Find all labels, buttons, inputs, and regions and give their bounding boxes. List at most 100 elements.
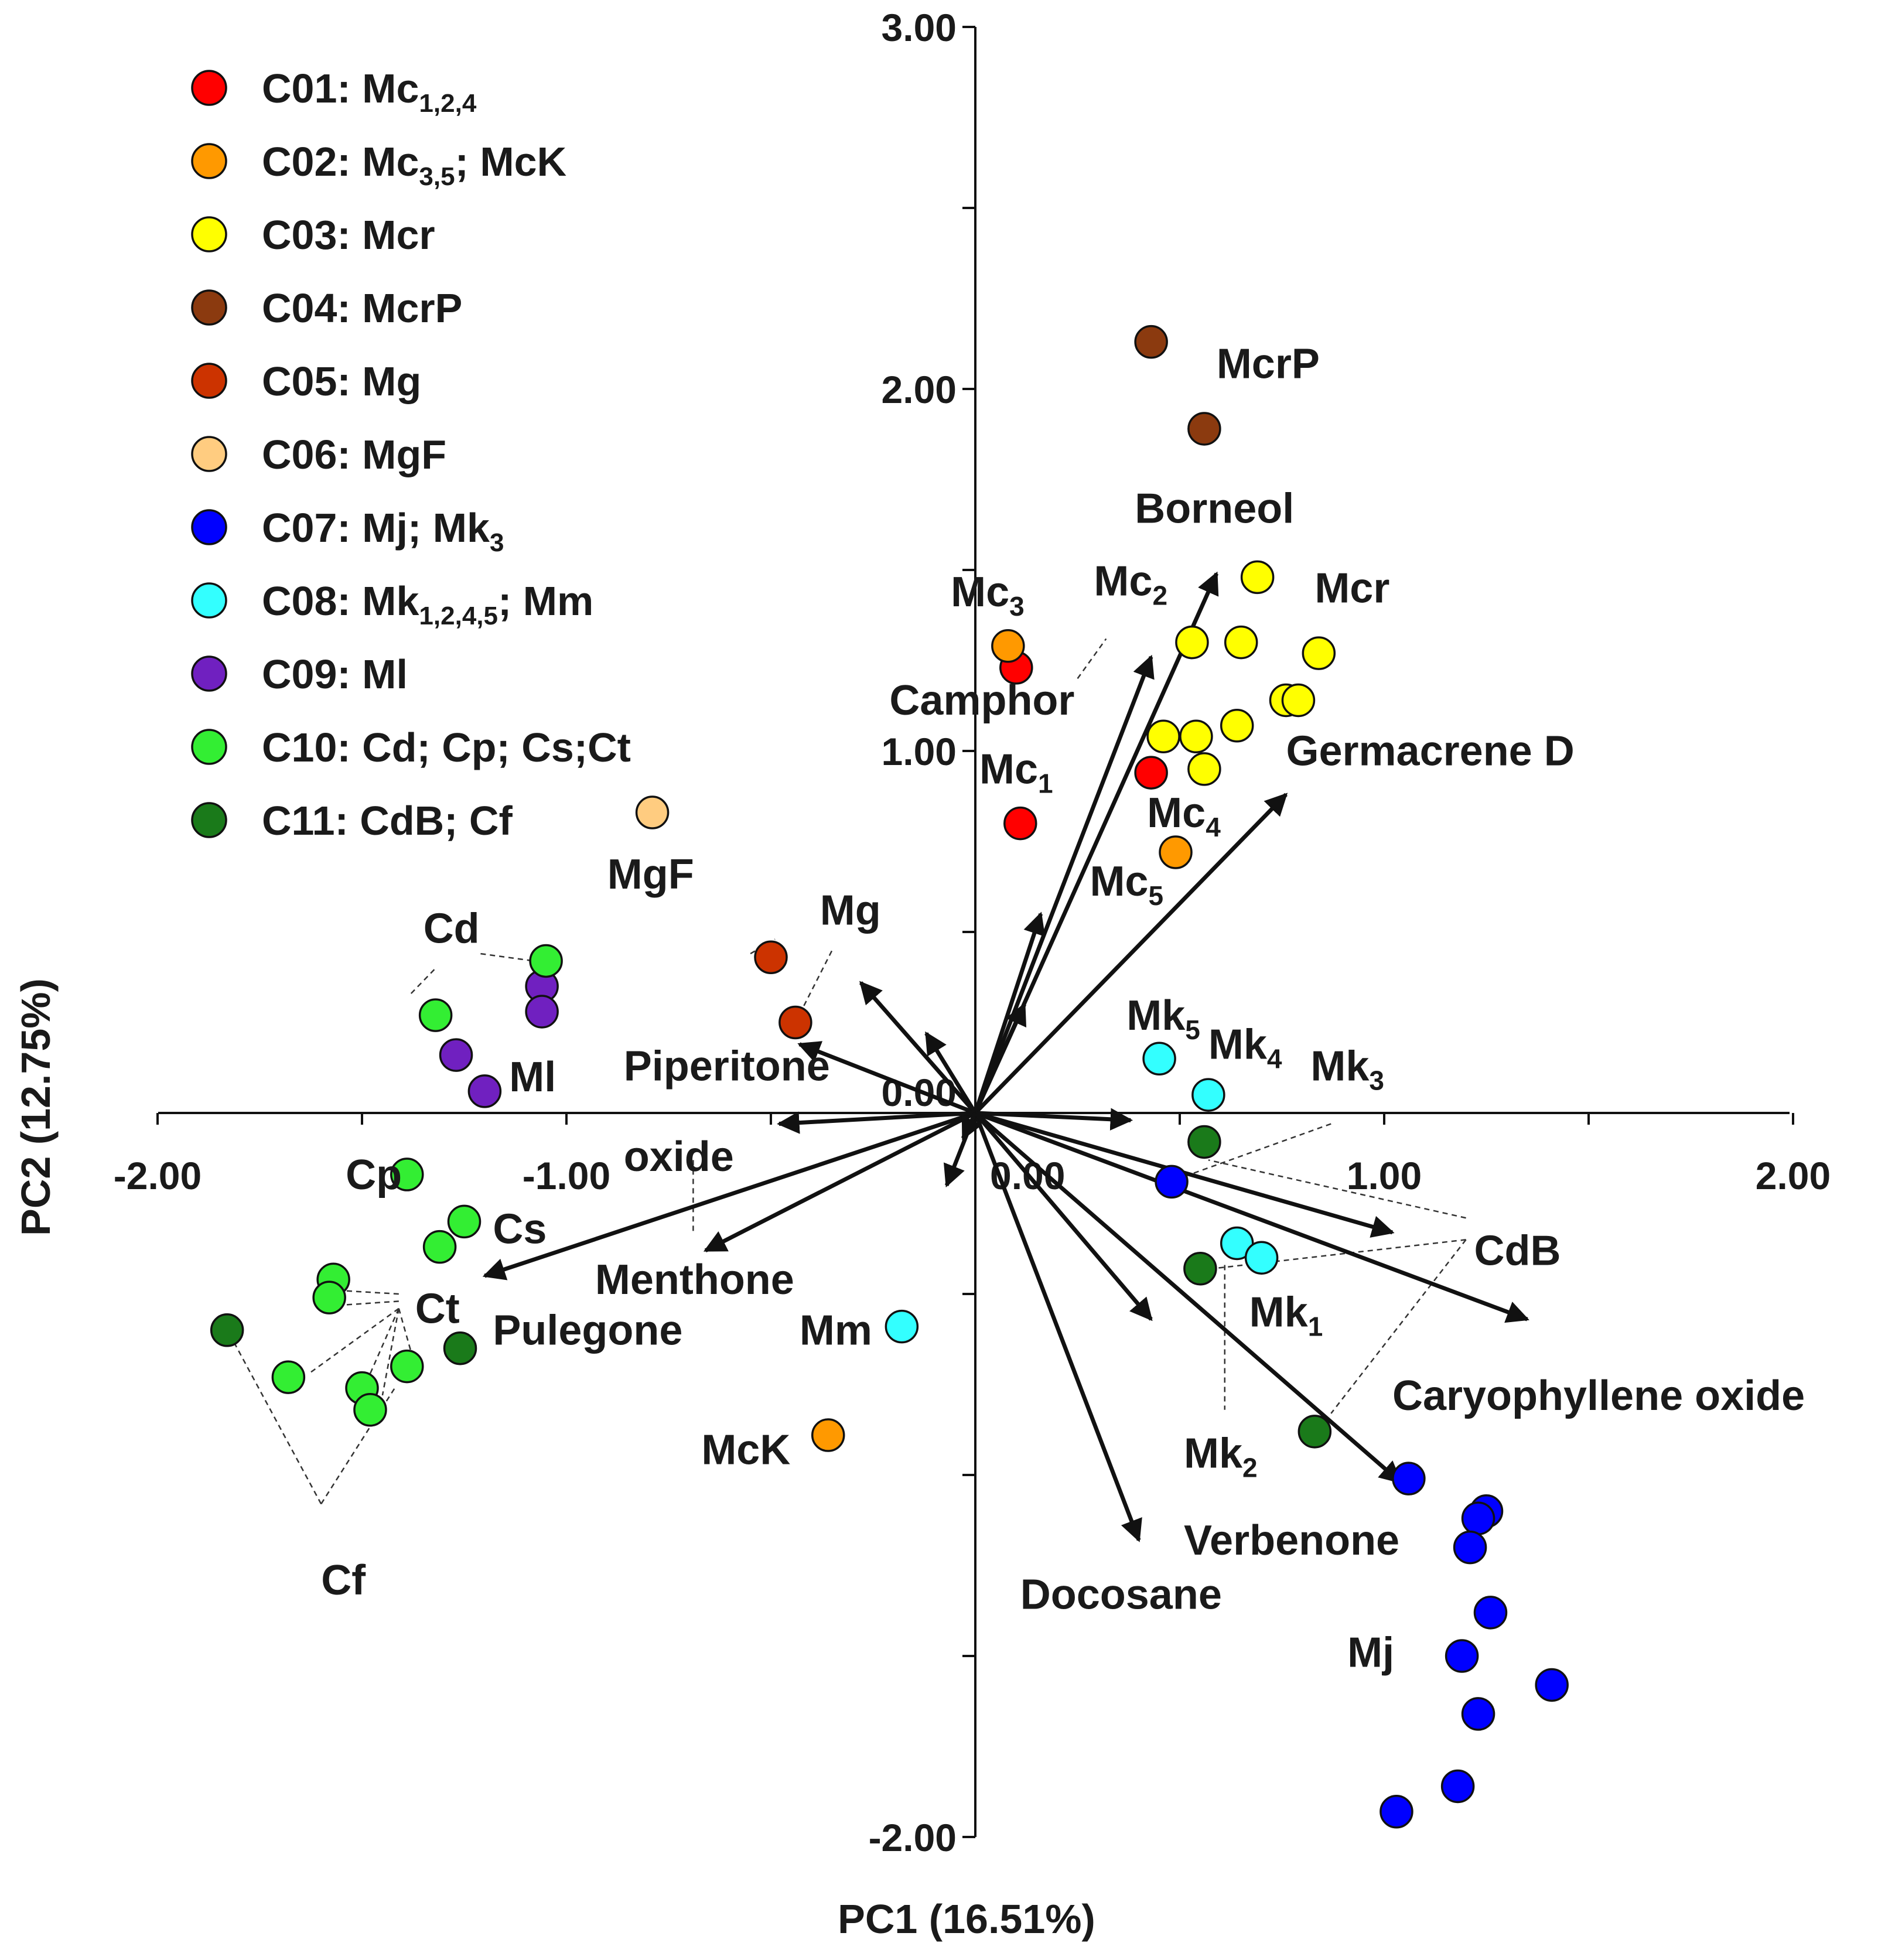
point-c10	[422, 1230, 457, 1264]
point-c10	[390, 1157, 424, 1191]
point-c09	[467, 1074, 502, 1108]
loading-vector	[482, 1111, 976, 1281]
point-c03	[1281, 683, 1316, 718]
point-label: Caryophyllene oxide	[1392, 1372, 1805, 1419]
point-c09	[525, 995, 559, 1029]
legend-marker	[191, 363, 227, 399]
legend-label: C01: Mc1,2,4	[262, 66, 477, 118]
point-c03	[1146, 719, 1180, 754]
point-c08	[1142, 1042, 1176, 1076]
point-label: Mc4	[1147, 790, 1221, 842]
loading-vector	[973, 911, 1046, 1114]
legend-label: C04: McrP	[262, 285, 462, 331]
point-c07	[1461, 1501, 1495, 1535]
point-label: Cs	[493, 1206, 547, 1252]
leader-line	[337, 1289, 399, 1295]
point-label: McrP	[1217, 340, 1320, 387]
point-label: Mc3	[951, 569, 1025, 622]
x-tick-label: -2.00	[114, 1154, 202, 1197]
point-label: Mk4	[1208, 1021, 1282, 1074]
point-c07	[1535, 1668, 1569, 1702]
legend-marker	[191, 509, 227, 545]
loading-vector	[961, 1112, 982, 1141]
leader-line	[345, 1300, 399, 1306]
point-c10	[418, 998, 453, 1032]
legend-label: C05: Mg	[262, 358, 421, 404]
point-c03	[1240, 560, 1275, 595]
point-label: Mk3	[1310, 1043, 1384, 1095]
point-label: Germacrene D	[1286, 728, 1574, 775]
loading-vector	[974, 1111, 1402, 1484]
point-c07	[1445, 1639, 1479, 1673]
point-label: CdB	[1474, 1228, 1561, 1275]
legend-label: C06: MgF	[262, 432, 446, 477]
leader-line	[398, 1308, 412, 1353]
point-label: Mc2	[1094, 558, 1167, 610]
loading-vector	[973, 654, 1155, 1114]
legend-label: C10: Cd; Cp; Cs;Ct	[262, 725, 631, 770]
point-c09	[439, 1038, 473, 1072]
point-label: Mg	[820, 887, 881, 934]
point-c02	[991, 629, 1025, 663]
point-label: Pulegone	[493, 1307, 682, 1354]
loading-vector	[974, 793, 1288, 1115]
point-label: Verbenone	[1184, 1517, 1399, 1564]
point-c10	[447, 1204, 482, 1239]
point-c08	[1220, 1226, 1254, 1261]
point-label: Mk5	[1126, 992, 1200, 1045]
point-label: McK	[701, 1426, 790, 1473]
legend-marker	[191, 802, 227, 838]
leader-line	[1330, 1239, 1467, 1414]
point-label: Cp	[346, 1152, 402, 1198]
leader-lines	[234, 638, 1467, 1505]
point-c08	[1191, 1078, 1225, 1112]
point-c03	[1187, 752, 1221, 786]
legend-marker	[191, 655, 227, 692]
point-c02	[1159, 835, 1193, 869]
point-label: Borneol	[1135, 486, 1294, 532]
y-tick-label: 1.00	[882, 730, 957, 773]
legend-label: C08: Mk1,2,4,5; Mm	[262, 578, 593, 630]
x-axis-title: PC1 (16.51%)	[838, 1896, 1095, 1942]
data-points	[210, 325, 1569, 1829]
legend-marker	[191, 143, 227, 179]
point-c10	[390, 1349, 424, 1384]
point-c07	[1392, 1462, 1426, 1495]
leader-line	[1077, 638, 1107, 679]
legend-marker	[191, 289, 227, 326]
point-c08	[885, 1309, 919, 1344]
legend-marker	[191, 70, 227, 106]
legend: C01: Mc1,2,4 C02: Mc3,5; McK C03: Mcr C04: …	[191, 66, 631, 844]
point-c01	[1134, 756, 1168, 790]
y-tick-label: -2.00	[869, 1816, 957, 1859]
point-label: Mk2	[1184, 1430, 1258, 1483]
x-tick-label: 1.00	[1347, 1154, 1422, 1197]
point-c03	[1302, 636, 1336, 670]
leader-line	[381, 1308, 400, 1396]
point-c10	[271, 1360, 306, 1394]
legend-marker	[191, 436, 227, 472]
point-label: Mc1	[979, 746, 1053, 799]
point-c07	[1440, 1769, 1475, 1804]
point-label: Docosane	[1020, 1572, 1222, 1618]
point-c06	[635, 795, 670, 829]
point-c04	[1134, 325, 1168, 359]
point-c11	[1297, 1415, 1332, 1449]
point-c07	[1461, 1697, 1495, 1731]
point-c11	[1187, 1125, 1221, 1159]
point-label: Mj	[1347, 1630, 1394, 1676]
legend-label: C03: Mcr	[262, 212, 435, 258]
point-label: Menthone	[595, 1256, 794, 1303]
loading-vector	[859, 981, 977, 1115]
point-label: Ml	[509, 1054, 556, 1101]
point-c07	[1380, 1794, 1413, 1829]
x-tick-label: -1.00	[523, 1154, 610, 1197]
point-c03	[1179, 719, 1213, 754]
legend-marker	[191, 729, 227, 765]
loading-vector	[973, 1002, 1027, 1114]
axes: -2.00-1.000.001.002.00-2.000.001.002.003…	[13, 6, 1831, 1942]
point-label: Mcr	[1314, 565, 1389, 612]
point-label: oxide	[624, 1133, 734, 1180]
point-c07	[1453, 1530, 1487, 1565]
